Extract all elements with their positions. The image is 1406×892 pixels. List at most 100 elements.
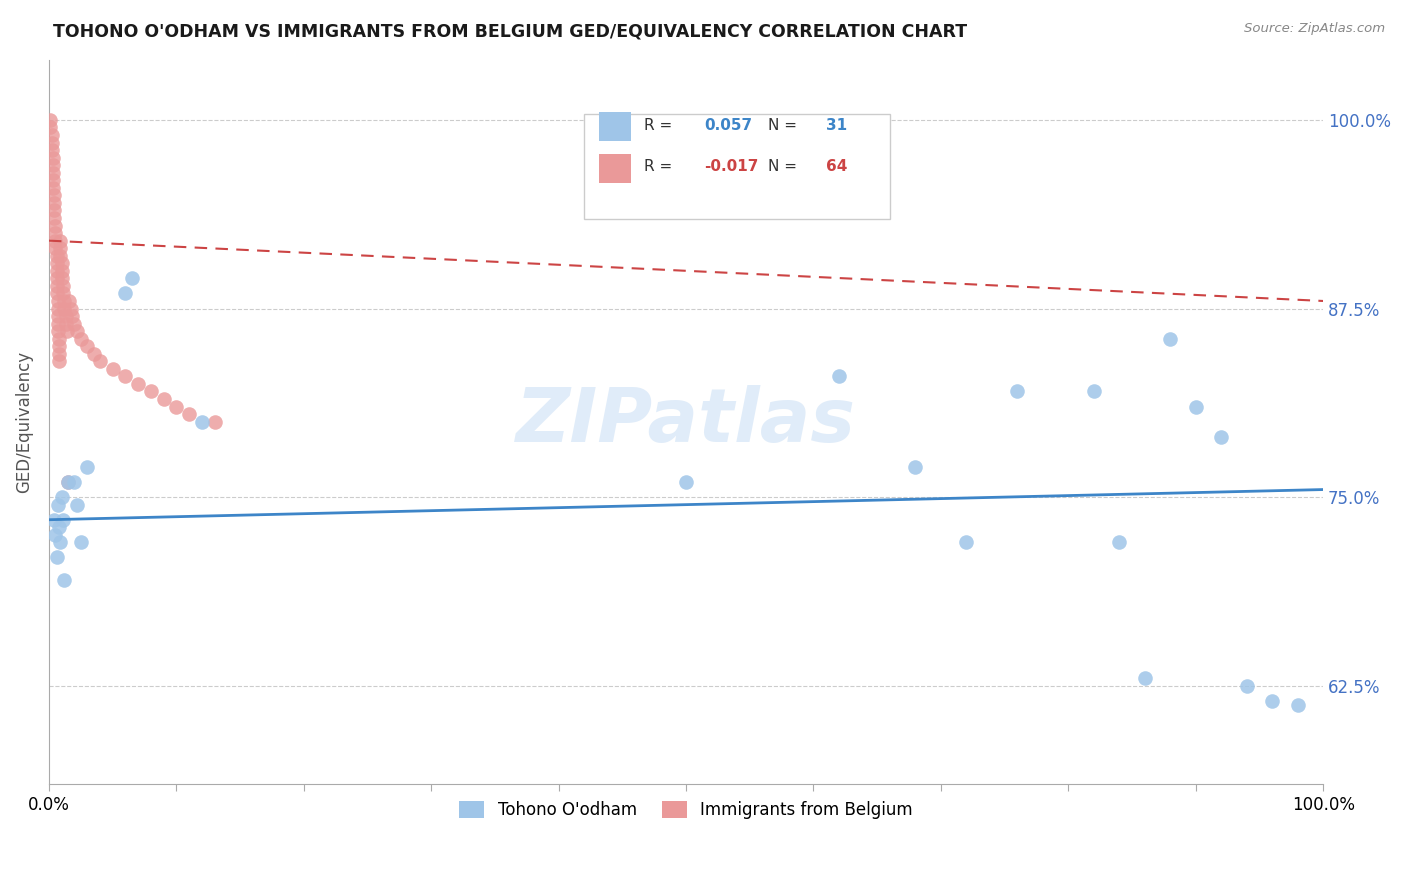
Point (1184, 400, 1206, 414)
Point (204, 415, 226, 429)
Point (49, 249, 72, 263)
Point (45, 550, 67, 565)
Point (45, 286, 67, 301)
Point (48, 332, 70, 346)
Point (114, 369, 136, 384)
Text: TOHONO O'ODHAM VS IMMIGRANTS FROM BELGIUM GED/EQUIVALENCY CORRELATION CHART: TOHONO O'ODHAM VS IMMIGRANTS FROM BELGIU… (53, 22, 967, 40)
Point (46, 309, 69, 323)
Point (39, 112, 62, 127)
Point (63, 317, 86, 331)
Point (56, 475, 79, 489)
Point (675, 475, 697, 489)
Point (165, 400, 187, 414)
Point (59, 301, 82, 316)
Point (46, 317, 69, 331)
Point (1261, 694, 1284, 708)
Point (83, 347, 105, 361)
Point (52, 286, 75, 301)
Point (1236, 679, 1258, 693)
Point (56, 475, 79, 489)
FancyBboxPatch shape (583, 114, 890, 219)
Point (1286, 698, 1309, 713)
Point (49, 234, 72, 248)
Point (45, 279, 67, 293)
Point (48, 347, 70, 361)
Point (191, 415, 214, 429)
Point (48, 354, 70, 368)
Text: 31: 31 (827, 118, 848, 133)
Point (51, 490, 73, 504)
Point (76, 339, 98, 353)
Point (904, 459, 927, 474)
Point (41, 136, 63, 150)
Point (69, 535, 91, 549)
Point (44, 226, 66, 240)
Point (66, 498, 89, 512)
Point (53, 573, 76, 587)
Point (66, 324, 89, 338)
Point (60, 309, 83, 323)
Point (69, 332, 91, 346)
Point (56, 324, 79, 338)
Text: 64: 64 (827, 160, 848, 174)
Point (42, 173, 65, 187)
Point (42, 158, 65, 172)
Point (42, 211, 65, 225)
Point (42, 181, 65, 195)
Point (1133, 671, 1156, 685)
Point (76, 459, 98, 474)
Point (127, 376, 149, 391)
Point (44, 241, 66, 255)
Point (53, 301, 76, 316)
Point (46, 293, 69, 308)
Point (63, 475, 86, 489)
Point (42, 151, 65, 165)
Point (48, 520, 70, 534)
Point (51, 264, 73, 278)
Point (45, 256, 67, 270)
Point (152, 392, 174, 406)
Point (41, 143, 63, 157)
Text: Source: ZipAtlas.com: Source: ZipAtlas.com (1244, 22, 1385, 36)
Point (955, 535, 977, 549)
Point (42, 513, 65, 527)
Point (1159, 332, 1181, 346)
Point (52, 279, 75, 293)
Point (51, 256, 73, 270)
Text: 0.057: 0.057 (704, 118, 752, 133)
Point (42, 203, 65, 218)
Point (1007, 384, 1029, 399)
Point (121, 271, 143, 285)
Point (45, 249, 67, 263)
Point (49, 241, 72, 255)
Point (42, 166, 65, 180)
Point (49, 535, 72, 549)
Point (39, 120, 62, 135)
Point (46, 324, 69, 338)
Point (53, 293, 76, 308)
Point (51, 271, 73, 285)
Text: N =: N = (768, 118, 801, 133)
Point (139, 384, 162, 399)
Point (41, 128, 63, 142)
Point (45, 271, 67, 285)
Point (44, 528, 66, 542)
Point (89, 354, 111, 368)
FancyBboxPatch shape (599, 153, 631, 183)
Text: R =: R = (644, 160, 678, 174)
Point (48, 339, 70, 353)
Point (179, 407, 201, 421)
Point (1211, 430, 1233, 444)
Point (45, 264, 67, 278)
Point (44, 219, 66, 233)
Point (101, 362, 124, 376)
Point (42, 195, 65, 210)
Text: N =: N = (768, 160, 801, 174)
Point (1083, 384, 1105, 399)
Legend: Tohono O'odham, Immigrants from Belgium: Tohono O'odham, Immigrants from Belgium (453, 795, 920, 826)
Point (1108, 535, 1130, 549)
Y-axis label: GED/Equivalency: GED/Equivalency (15, 351, 32, 492)
Text: ZIPatlas: ZIPatlas (516, 385, 856, 458)
Point (46, 498, 69, 512)
Point (44, 234, 66, 248)
